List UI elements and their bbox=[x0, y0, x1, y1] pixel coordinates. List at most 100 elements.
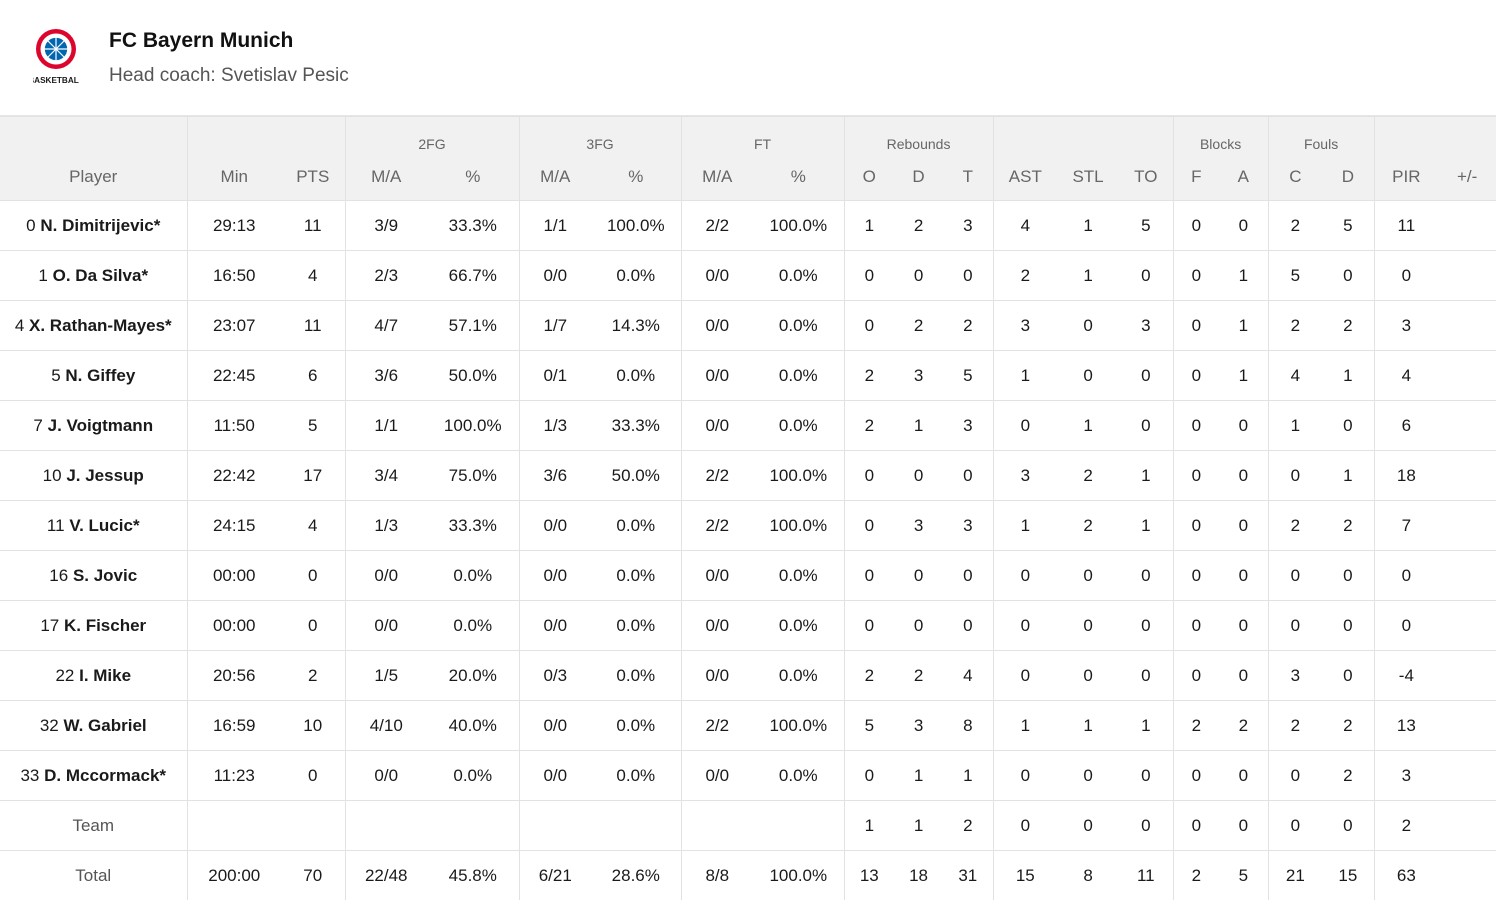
cell-reb-o: 2 bbox=[844, 401, 894, 451]
cell-stl: 0 bbox=[1057, 801, 1119, 851]
cell-reb-t: 8 bbox=[943, 701, 993, 751]
cell-3fg-ma: 0/3 bbox=[519, 651, 591, 701]
cell-blk-f: 0 bbox=[1173, 551, 1219, 601]
col-header-foul-c: C bbox=[1268, 154, 1322, 201]
player-name[interactable]: W. Gabriel bbox=[64, 716, 147, 735]
cell-foul-c: 2 bbox=[1268, 201, 1322, 251]
player-name[interactable]: N. Giffey bbox=[65, 366, 135, 385]
cell-ft-pct: 0.0% bbox=[753, 751, 844, 801]
cell-plus-minus bbox=[1438, 501, 1496, 551]
cell-pir: 7 bbox=[1374, 501, 1438, 551]
col-header-3fg-ma: M/A bbox=[519, 154, 591, 201]
player-name[interactable]: I. Mike bbox=[79, 666, 131, 685]
cell-ft-pct: 100.0% bbox=[753, 701, 844, 751]
cell-player: 10 J. Jessup bbox=[0, 451, 187, 501]
cell-plus-minus bbox=[1438, 601, 1496, 651]
cell-2fg-pct: 75.0% bbox=[427, 451, 519, 501]
player-name[interactable]: X. Rathan-Mayes* bbox=[29, 316, 172, 335]
cell-reb-t: 3 bbox=[943, 201, 993, 251]
cell-foul-d: 0 bbox=[1322, 551, 1374, 601]
cell-ft-pct bbox=[753, 801, 844, 851]
cell-ft-ma: 0/0 bbox=[681, 601, 753, 651]
group-main bbox=[187, 117, 345, 155]
player-name[interactable]: S. Jovic bbox=[73, 566, 137, 585]
cell-3fg-pct: 0.0% bbox=[591, 651, 681, 701]
cell-stl: 0 bbox=[1057, 751, 1119, 801]
cell-reb-d: 0 bbox=[894, 551, 943, 601]
cell-reb-o: 0 bbox=[844, 501, 894, 551]
player-name[interactable]: O. Da Silva* bbox=[53, 266, 148, 285]
player-name[interactable]: V. Lucic* bbox=[69, 516, 139, 535]
player-name[interactable]: J. Jessup bbox=[66, 466, 144, 485]
cell-pts: 0 bbox=[281, 601, 345, 651]
cell-2fg-pct: 40.0% bbox=[427, 701, 519, 751]
player-number: 5 bbox=[51, 366, 60, 385]
cell-reb-t: 1 bbox=[943, 751, 993, 801]
group-3fg: 3FG bbox=[519, 117, 681, 155]
cell-min: 20:56 bbox=[187, 651, 281, 701]
cell-3fg-pct: 0.0% bbox=[591, 251, 681, 301]
cell-3fg-pct: 33.3% bbox=[591, 401, 681, 451]
cell-3fg-pct: 0.0% bbox=[591, 351, 681, 401]
cell-blk-f: 0 bbox=[1173, 451, 1219, 501]
cell-3fg-ma bbox=[519, 801, 591, 851]
cell-2fg-pct: 0.0% bbox=[427, 601, 519, 651]
cell-to: 1 bbox=[1119, 451, 1173, 501]
cell-to: 0 bbox=[1119, 401, 1173, 451]
player-number: 11 bbox=[47, 516, 65, 535]
cell-reb-d: 2 bbox=[894, 301, 943, 351]
cell-pts: 0 bbox=[281, 551, 345, 601]
cell-reb-t: 0 bbox=[943, 601, 993, 651]
cell-blk-a: 0 bbox=[1219, 751, 1268, 801]
team-logo: BASKETBALL bbox=[33, 28, 79, 88]
cell-2fg-pct: 0.0% bbox=[427, 751, 519, 801]
cell-blk-a: 1 bbox=[1219, 351, 1268, 401]
col-header-pts: PTS bbox=[281, 154, 345, 201]
col-header-player: Player bbox=[0, 154, 187, 201]
player-name[interactable]: D. Mccormack* bbox=[44, 766, 166, 785]
cell-foul-d: 5 bbox=[1322, 201, 1374, 251]
player-number: 0 bbox=[26, 216, 35, 235]
cell-2fg-pct: 100.0% bbox=[427, 401, 519, 451]
cell-ft-pct: 0.0% bbox=[753, 601, 844, 651]
cell-min: 200:00 bbox=[187, 851, 281, 900]
cell-2fg-pct: 66.7% bbox=[427, 251, 519, 301]
cell-stl: 8 bbox=[1057, 851, 1119, 900]
cell-pir: 3 bbox=[1374, 751, 1438, 801]
cell-ft-pct: 0.0% bbox=[753, 651, 844, 701]
group-player bbox=[0, 117, 187, 155]
cell-blk-f: 0 bbox=[1173, 801, 1219, 851]
cell-pts: 0 bbox=[281, 751, 345, 801]
cell-ast: 3 bbox=[993, 451, 1057, 501]
cell-stl: 0 bbox=[1057, 351, 1119, 401]
col-header-ft-pct: % bbox=[753, 154, 844, 201]
cell-min: 16:50 bbox=[187, 251, 281, 301]
cell-foul-d: 0 bbox=[1322, 251, 1374, 301]
cell-foul-c: 5 bbox=[1268, 251, 1322, 301]
player-number: 10 bbox=[43, 466, 62, 485]
cell-foul-c: 0 bbox=[1268, 601, 1322, 651]
group-ft: FT bbox=[681, 117, 844, 155]
cell-ft-ma: 2/2 bbox=[681, 201, 753, 251]
cell-plus-minus bbox=[1438, 651, 1496, 701]
cell-pts: 5 bbox=[281, 401, 345, 451]
cell-blk-a: 0 bbox=[1219, 551, 1268, 601]
player-number: 33 bbox=[20, 766, 39, 785]
cell-foul-d: 0 bbox=[1322, 401, 1374, 451]
cell-blk-a: 0 bbox=[1219, 201, 1268, 251]
cell-blk-f: 0 bbox=[1173, 751, 1219, 801]
cell-2fg-ma: 0/0 bbox=[345, 601, 427, 651]
cell-plus-minus bbox=[1438, 201, 1496, 251]
cell-foul-c: 2 bbox=[1268, 301, 1322, 351]
col-header-reb-t: T bbox=[943, 154, 993, 201]
group-fouls: Fouls bbox=[1268, 117, 1374, 155]
player-name[interactable]: N. Dimitrijevic* bbox=[40, 216, 160, 235]
cell-2fg-pct: 45.8% bbox=[427, 851, 519, 900]
cell-blk-f: 0 bbox=[1173, 301, 1219, 351]
player-name[interactable]: K. Fischer bbox=[64, 616, 146, 635]
player-name[interactable]: J. Voigtmann bbox=[48, 416, 153, 435]
cell-blk-f: 0 bbox=[1173, 501, 1219, 551]
